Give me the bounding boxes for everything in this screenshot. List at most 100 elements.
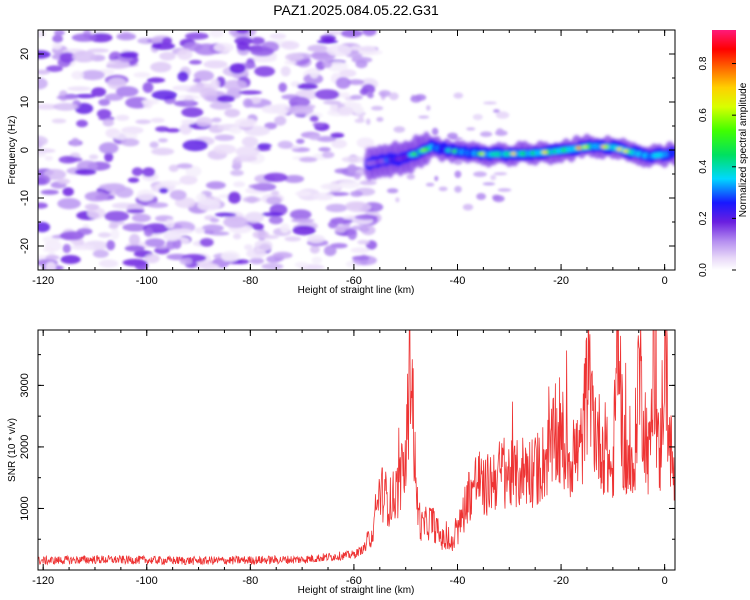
noise-speck xyxy=(388,92,399,101)
noise-blob xyxy=(76,119,88,128)
noise-blob xyxy=(236,30,249,34)
noise-blob xyxy=(209,30,224,38)
noise-blob xyxy=(67,86,92,92)
noise-blob xyxy=(38,69,51,75)
noise-blob xyxy=(210,78,220,91)
noise-blob xyxy=(359,88,369,96)
noise-speck xyxy=(454,170,462,178)
noise-blob xyxy=(238,90,263,95)
noise-blob xyxy=(323,100,341,105)
noise-blob xyxy=(57,198,81,210)
noise-blob xyxy=(87,207,106,219)
y-tick-label: 0 xyxy=(19,147,31,153)
noise-blob xyxy=(43,247,56,253)
noise-blob xyxy=(242,196,261,203)
noise-blob xyxy=(362,30,377,37)
noise-blob xyxy=(149,141,159,149)
noise-blob xyxy=(159,180,182,186)
noise-blob xyxy=(176,85,191,91)
noise-blob xyxy=(320,183,342,191)
noise-blob xyxy=(98,259,119,268)
noise-speck xyxy=(410,95,422,103)
noise-blob xyxy=(261,212,284,217)
noise-blob xyxy=(235,146,260,158)
noise-blob xyxy=(248,184,269,189)
noise-blob xyxy=(299,156,318,163)
x-tick-label: -60 xyxy=(346,575,362,587)
noise-blob xyxy=(330,132,345,139)
noise-blob xyxy=(71,137,80,147)
noise-blob xyxy=(222,79,248,91)
x-tick-label: 0 xyxy=(662,575,668,587)
noise-blob xyxy=(142,167,156,178)
noise-blob xyxy=(296,138,305,144)
y-tick-label: -10 xyxy=(19,190,31,206)
colorbar-tick-label: 0.6 xyxy=(698,108,709,122)
noise-blob xyxy=(193,262,219,269)
noise-blob xyxy=(59,52,76,63)
noise-blob xyxy=(38,175,51,185)
noise-blob xyxy=(166,239,177,250)
noise-blob xyxy=(181,107,204,118)
noise-blob xyxy=(294,261,309,268)
noise-blob xyxy=(121,126,144,135)
noise-blob xyxy=(104,152,114,162)
noise-blob xyxy=(205,181,226,190)
noise-blob xyxy=(358,45,377,56)
noise-blob xyxy=(351,255,370,261)
noise-blob xyxy=(119,51,139,59)
noise-blob xyxy=(263,172,288,182)
x-tick-label: -40 xyxy=(450,575,466,587)
noise-blob xyxy=(309,245,320,254)
noise-speck xyxy=(378,90,391,97)
noise-speck xyxy=(466,127,476,131)
noise-blob xyxy=(52,34,63,43)
noise-blob xyxy=(57,178,71,185)
noise-blob xyxy=(92,249,109,258)
noise-blob xyxy=(203,60,228,69)
noise-blob xyxy=(54,30,65,36)
noise-blob xyxy=(99,183,125,191)
noise-blob xyxy=(250,37,265,45)
noise-blob xyxy=(71,70,84,80)
snr-x-label: Height of straight line (km) xyxy=(298,585,415,596)
noise-blob xyxy=(59,231,85,241)
noise-blob xyxy=(38,202,48,209)
noise-blob xyxy=(292,225,316,236)
snr-panel: -120 -100 -80 -60 -40 -20 0 1000 2000 3000 Heigh… xyxy=(7,329,676,596)
noise-blob xyxy=(144,253,160,264)
noise-blob xyxy=(244,211,265,223)
noise-blob xyxy=(122,223,148,232)
noise-blob xyxy=(181,119,196,125)
noise-blob xyxy=(254,66,275,77)
noise-blob xyxy=(131,167,143,177)
noise-speck xyxy=(490,174,497,181)
noise-blob xyxy=(143,227,154,237)
noise-blob xyxy=(233,233,242,240)
x-tick-label: -40 xyxy=(450,275,466,287)
noise-blob xyxy=(146,77,166,83)
noise-blob xyxy=(326,61,349,72)
noise-blob xyxy=(169,189,187,201)
colorbar-tick-label: 0.2 xyxy=(698,211,709,225)
noise-blob xyxy=(182,139,208,152)
noise-blob xyxy=(272,251,293,259)
noise-blob xyxy=(234,36,253,46)
noise-blob xyxy=(307,234,325,244)
noise-blob xyxy=(335,224,351,231)
noise-blob xyxy=(326,44,352,57)
noise-blob xyxy=(227,191,241,204)
noise-speck xyxy=(350,190,363,197)
noise-blob xyxy=(356,137,375,149)
noise-blob xyxy=(312,122,324,127)
snr-frame xyxy=(37,329,676,571)
snr-y-label: SNR (10 * v/v) xyxy=(7,418,18,482)
noise-blob xyxy=(338,180,361,189)
noise-blob xyxy=(87,48,109,53)
noise-blob xyxy=(154,246,170,255)
colorbar-label: Normalized spectral amplitude xyxy=(738,82,749,217)
noise-blob xyxy=(84,191,109,202)
noise-speck xyxy=(418,115,430,119)
noise-blob xyxy=(335,77,351,89)
noise-blob xyxy=(288,96,311,108)
